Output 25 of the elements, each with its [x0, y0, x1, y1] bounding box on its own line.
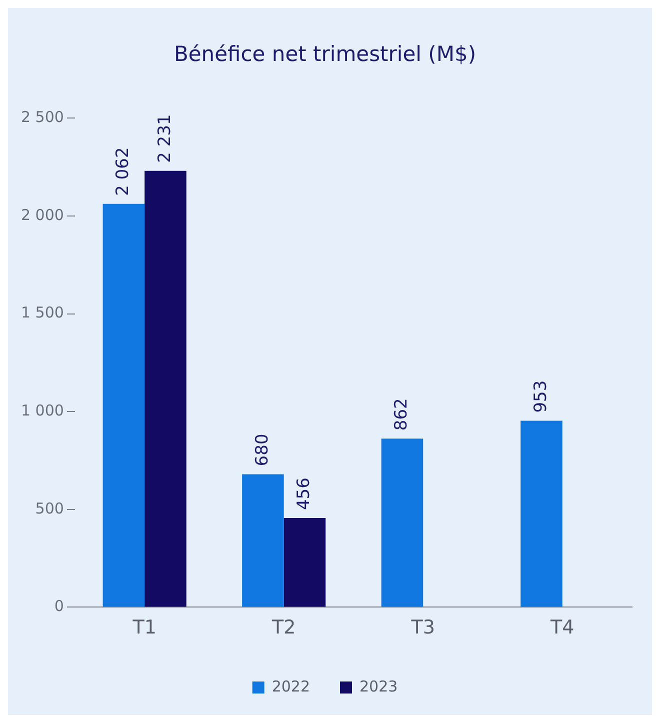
chart-title: Bénéfice net trimestriel (M$): [174, 42, 476, 66]
data-label: 953: [530, 380, 551, 413]
data-label: 680: [252, 434, 272, 466]
x-tick-label: T3: [410, 616, 435, 639]
bar: [381, 438, 424, 607]
bar: [242, 474, 284, 607]
y-tick-label: 500: [35, 499, 64, 518]
x-tick-label: T4: [550, 616, 574, 639]
legend-label: 2022: [272, 677, 310, 696]
bar: [520, 420, 562, 607]
x-tick-label: T2: [270, 616, 296, 639]
bar: [144, 170, 186, 607]
data-label: 862: [392, 398, 412, 431]
bar: [284, 518, 326, 607]
data-label: 2 231: [154, 114, 175, 163]
y-tick-label: 0: [54, 597, 64, 616]
y-tick-label: 2 000: [20, 206, 64, 224]
data-label: 2 062: [113, 147, 134, 196]
legend-label: 2023: [360, 677, 398, 696]
bar: [102, 204, 145, 607]
y-tick-label: 1 000: [20, 401, 64, 420]
data-label: 456: [294, 478, 314, 510]
x-tick-label: T1: [132, 616, 156, 639]
y-tick-label: 1 500: [20, 304, 64, 322]
y-tick-label: 2 500: [20, 108, 64, 126]
